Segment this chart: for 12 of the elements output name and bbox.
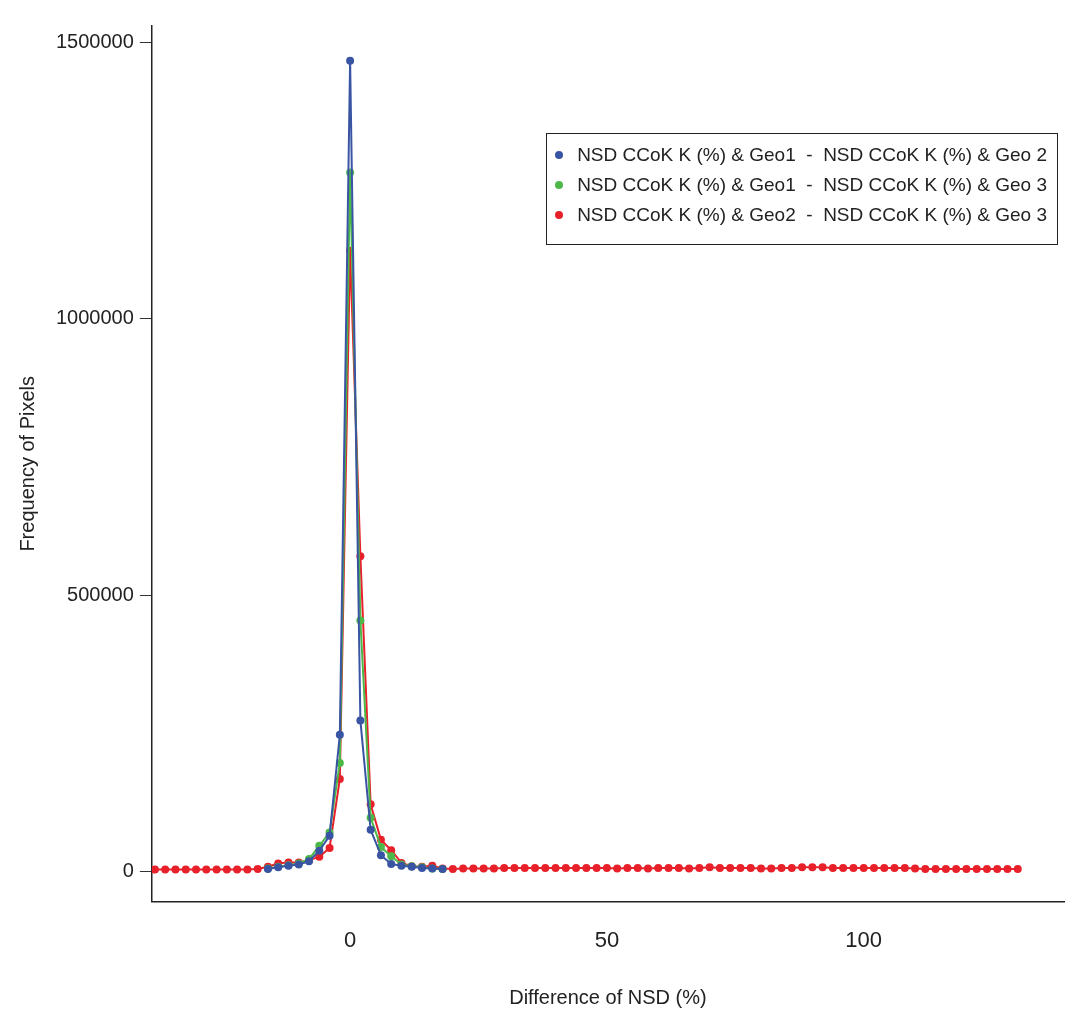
x-tick-label: 100 [845, 926, 883, 952]
y-axis-title: Frequency of Pixels [15, 375, 38, 552]
x-axis-title: Difference of NSD (%) [509, 985, 707, 1008]
legend-label: NSD CCoK K (%) & Geo1 - NSD CCoK K (%) & Geo 2 [577, 144, 1047, 166]
y-tick-label: 1500000 [55, 30, 134, 53]
legend-label: NSD CCoK K (%) & Geo1 - NSD CCoK K (%) & Geo 3 [577, 174, 1047, 196]
x-tick-label: 0 [343, 926, 357, 952]
y-tick-label: 0 [122, 858, 134, 881]
legend-label: NSD CCoK K (%) & Geo2 - NSD CCoK K (%) & Geo 3 [577, 204, 1047, 226]
y-tick-label: 1000000 [55, 306, 134, 329]
y-tick-label: 500000 [67, 582, 134, 605]
x-tick-label: 50 [594, 926, 620, 952]
